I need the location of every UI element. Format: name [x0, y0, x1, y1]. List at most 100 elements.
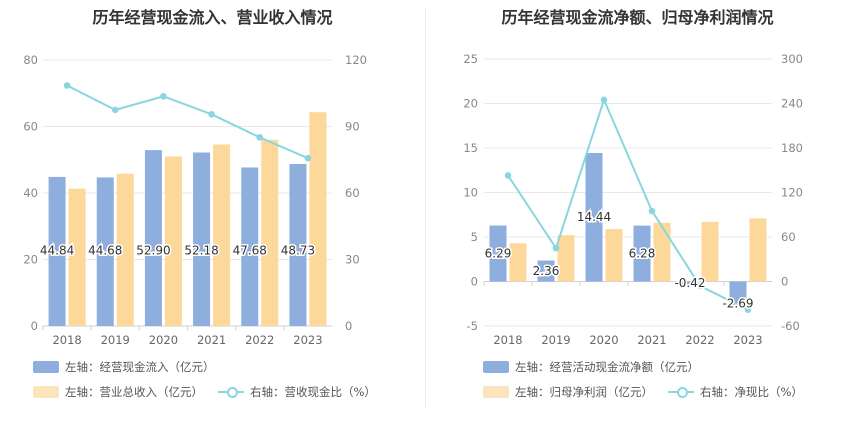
left-axis-tick-label: 15 [463, 141, 478, 155]
x-axis-tick-label: 2018 [493, 333, 522, 347]
panel-divider [425, 8, 426, 408]
left-axis-tick-label: 5 [471, 230, 478, 244]
chart-panel-net-cash: 历年经营现金流净额、归母净利润情况 -5 0 5 10 15 20 25 -60 0 60 120 1… [425, 0, 850, 437]
legend-item-net-ratio[interactable]: 右轴：净现比（%） [668, 384, 803, 400]
x-axis-tick-label: 2021 [197, 333, 226, 347]
chart-net-cash-profit: -5 0 5 10 15 20 25 -60 0 60 120 180 240 300 2018 2019 20… [463, 52, 803, 347]
bar-data-label: 47.68 [233, 244, 267, 258]
x-axis-tick-label: 2023 [293, 333, 322, 347]
left-axis-tick-label: 10 [463, 186, 478, 200]
ratio-point [648, 207, 656, 215]
right-axis-tick-label: 0 [345, 319, 352, 333]
bar-primary [681, 281, 699, 286]
ratio-point [63, 82, 71, 89]
bar-primary [144, 150, 162, 326]
bar-data-label: 44.84 [40, 244, 74, 258]
x-axis-tick-label: 2020 [149, 333, 178, 347]
legend-line-swatch [218, 386, 244, 398]
left-axis-tick-label: 20 [23, 253, 38, 267]
bar-secondary [261, 139, 279, 326]
ratio-point [552, 244, 560, 252]
x-axis-tick-label: 2021 [637, 333, 666, 347]
bar-primary [96, 177, 114, 326]
x-axis-tick-label: 2019 [101, 333, 130, 347]
bar-primary [585, 152, 603, 282]
right-axis-tick-label: 90 [345, 120, 360, 134]
bar-primary [193, 152, 211, 326]
legend-item-net-profit[interactable]: 左轴：归母净利润（亿元） [483, 384, 653, 400]
right-axis-tick-label: 0 [781, 275, 788, 289]
ratio-point [111, 106, 119, 114]
legend-swatch [483, 386, 509, 398]
bar-primary [241, 167, 259, 326]
ratio-point [504, 172, 512, 179]
bar-secondary [605, 228, 623, 282]
x-axis-tick-label: 2018 [52, 333, 81, 347]
chart-panel-cash-inflow: 历年经营现金流入、营业收入情况 0 20 40 60 80 0 30 60 90 120 2018 2… [23, 8, 376, 400]
bar-data-label: -2.69 [722, 296, 753, 310]
left-axis-tick-label: 60 [23, 120, 38, 134]
legend-swatch [33, 386, 59, 398]
bar-primary [633, 225, 651, 282]
legend-line-swatch [668, 386, 694, 398]
bar-data-label: 48.73 [281, 244, 315, 258]
ratio-point [600, 96, 608, 104]
left-axis-tick-label: 40 [23, 186, 38, 200]
legend-label: 左轴：经营现金流入（亿元） [65, 360, 215, 374]
legend-item-cash-inflow[interactable]: 左轴：经营现金流入（亿元） [33, 359, 215, 375]
legend-item-cash-ratio[interactable]: 右轴：营收现金比（%） [218, 384, 376, 400]
left-axis-tick-label: 0 [31, 319, 38, 333]
right-axis-tick-label: 240 [781, 97, 803, 111]
bar-primary [489, 225, 507, 282]
legend-item-net-cash[interactable]: 左轴：经营活动现金流净额（亿元） [483, 359, 699, 375]
right-axis-tick-label: -60 [781, 319, 800, 333]
left-axis-tick-label: -5 [467, 319, 478, 333]
ratio-point [208, 111, 215, 118]
left-axis-tick-label: 0 [471, 275, 478, 289]
x-axis-tick-label: 2022 [685, 333, 714, 347]
bar-data-label: 14.44 [577, 210, 611, 224]
bar-primary [289, 163, 307, 326]
legend-label: 左轴：归母净利润（亿元） [515, 385, 653, 399]
bar-secondary [68, 188, 86, 326]
bar-secondary [164, 156, 182, 326]
x-axis-tick-label: 2019 [541, 333, 570, 347]
legend-label: 左轴：经营活动现金流净额（亿元） [515, 360, 699, 374]
chart-title: 历年经营现金流净额、归母净利润情况 [501, 8, 774, 27]
bar-primary [48, 176, 66, 326]
bar-data-label: 2.36 [533, 264, 560, 278]
right-axis-tick-label: 30 [345, 253, 360, 267]
bar-secondary [653, 222, 671, 282]
left-axis-tick-label: 25 [463, 52, 478, 66]
left-axis-tick-label: 80 [23, 53, 38, 67]
legend-label: 右轴：净现比（%） [700, 385, 803, 399]
bar-data-label: 52.18 [184, 244, 218, 258]
ratio-point [696, 282, 704, 290]
bar-primary [729, 281, 747, 306]
legend-item-revenue[interactable]: 左轴：营业总收入（亿元） [33, 384, 203, 400]
bar-secondary [509, 243, 527, 282]
right-axis-tick-label: 120 [345, 53, 367, 67]
legend-swatch [483, 361, 509, 373]
bar-secondary [749, 218, 767, 282]
ratio-point [256, 134, 264, 141]
ratio-line [66, 84, 309, 160]
right-axis-tick-label: 300 [781, 52, 803, 66]
right-axis-tick-label: 60 [345, 186, 360, 200]
ratio-point [304, 154, 312, 162]
bar-data-label: 44.68 [88, 244, 122, 258]
bar-secondary [557, 235, 575, 282]
bar-secondary [213, 144, 231, 326]
right-axis-tick-label: 120 [781, 186, 803, 200]
right-axis-tick-label: 60 [781, 230, 796, 244]
x-axis-tick-label: 2020 [589, 333, 618, 347]
bar-secondary [701, 221, 719, 282]
bar-data-label: -0.42 [674, 276, 705, 290]
legend-label: 右轴：营收现金比（%） [250, 385, 376, 399]
left-axis-tick-label: 20 [463, 97, 478, 111]
ratio-line [507, 96, 749, 311]
bar-primary [537, 260, 555, 282]
bar-secondary [116, 173, 134, 326]
x-axis-tick-label: 2023 [733, 333, 762, 347]
bar-data-label: 6.29 [485, 247, 512, 261]
